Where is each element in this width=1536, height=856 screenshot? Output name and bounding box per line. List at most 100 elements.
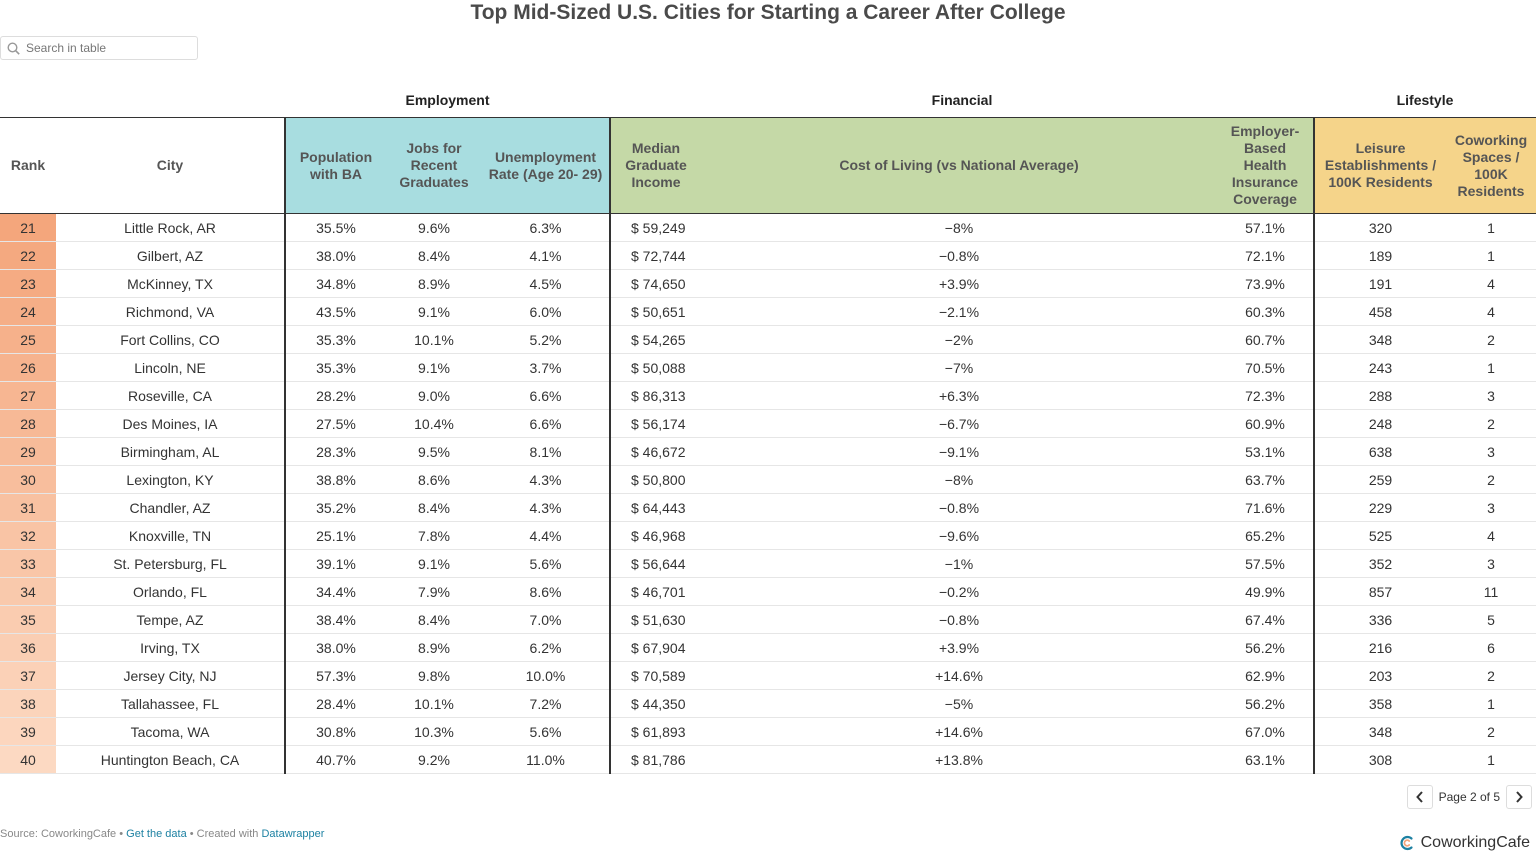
header-rank[interactable]: Rank <box>0 117 56 214</box>
leisure-cell: 259 <box>1313 465 1446 494</box>
cost-of-living-cell: −9.1% <box>701 437 1217 466</box>
city-cell: Des Moines, IA <box>56 409 285 438</box>
header-coworking[interactable]: Coworking Spaces / 100K Residents <box>1446 117 1536 214</box>
income-cell: $ 81,786 <box>609 745 701 774</box>
next-page-button[interactable] <box>1506 785 1532 809</box>
city-cell: Richmond, VA <box>56 297 285 326</box>
rank-cell: 30 <box>0 465 56 494</box>
cost-of-living-cell: +13.8% <box>701 745 1217 774</box>
population-cell: 35.5% <box>284 213 386 242</box>
unemployment-cell: 6.6% <box>482 409 610 438</box>
header-insurance[interactable]: Employer-Based Health Insurance Coverage <box>1217 117 1314 214</box>
insurance-cell: 62.9% <box>1217 661 1314 690</box>
insurance-cell: 56.2% <box>1217 633 1314 662</box>
cost-of-living-cell: +3.9% <box>701 633 1217 662</box>
search-box[interactable]: Search in table <box>0 36 198 60</box>
income-cell: $ 46,701 <box>609 577 701 606</box>
population-cell: 27.5% <box>284 409 386 438</box>
cost-of-living-cell: −2% <box>701 325 1217 354</box>
chevron-right-icon <box>1516 791 1523 803</box>
city-cell: Irving, TX <box>56 633 285 662</box>
get-data-link[interactable]: Get the data <box>126 828 187 840</box>
cost-of-living-cell: +14.6% <box>701 661 1217 690</box>
coworking-cell: 1 <box>1446 353 1536 382</box>
unemployment-cell: 7.2% <box>482 689 610 718</box>
datawrapper-link[interactable]: Datawrapper <box>261 828 325 840</box>
header-jobs[interactable]: Jobs for Recent Graduates <box>386 117 482 214</box>
insurance-cell: 73.9% <box>1217 269 1314 298</box>
jobs-cell: 8.4% <box>386 493 482 522</box>
cost-of-living-cell: +14.6% <box>701 717 1217 746</box>
coworking-cell: 2 <box>1446 409 1536 438</box>
page-indicator: Page 2 of 5 <box>1438 790 1500 804</box>
income-cell: $ 74,650 <box>609 269 701 298</box>
income-cell: $ 70,589 <box>609 661 701 690</box>
table-row: 30 Lexington, KY 38.8% 8.6% 4.3% $ 50,800 −8% 6… <box>0 465 1536 494</box>
city-cell: Tempe, AZ <box>56 605 285 634</box>
leisure-cell: 288 <box>1313 381 1446 410</box>
income-cell: $ 56,644 <box>609 549 701 578</box>
unemployment-cell: 5.6% <box>482 717 610 746</box>
income-cell: $ 50,088 <box>609 353 701 382</box>
insurance-cell: 70.5% <box>1217 353 1314 382</box>
table-row: 22 Gilbert, AZ 38.0% 8.4% 4.1% $ 72,744 −0.8% 7… <box>0 241 1536 270</box>
rank-cell: 27 <box>0 381 56 410</box>
rank-cell: 35 <box>0 605 56 634</box>
header-leisure[interactable]: Leisure Establishments / 100K Residents <box>1313 117 1446 214</box>
unemployment-cell: 6.2% <box>482 633 610 662</box>
unemployment-cell: 6.6% <box>482 381 610 410</box>
table-row: 28 Des Moines, IA 27.5% 10.4% 6.6% $ 56,174 −6… <box>0 409 1536 438</box>
header-unemployment[interactable]: Unemployment Rate (Age 20- 29) <box>482 117 610 214</box>
coworking-cell: 4 <box>1446 269 1536 298</box>
header-income[interactable]: Median Graduate Income <box>609 117 701 214</box>
population-cell: 28.2% <box>284 381 386 410</box>
coworking-cell: 4 <box>1446 297 1536 326</box>
leisure-cell: 638 <box>1313 437 1446 466</box>
income-cell: $ 59,249 <box>609 213 701 242</box>
table-row: 33 St. Petersburg, FL 39.1% 9.1% 5.6% $ 56,64… <box>0 549 1536 578</box>
rank-cell: 29 <box>0 437 56 466</box>
jobs-cell: 7.9% <box>386 577 482 606</box>
group-lifestyle: Lifestyle <box>1396 92 1454 108</box>
coworking-cell: 3 <box>1446 493 1536 522</box>
population-cell: 38.0% <box>284 633 386 662</box>
population-cell: 35.2% <box>284 493 386 522</box>
insurance-cell: 60.7% <box>1217 325 1314 354</box>
header-city[interactable]: City <box>56 117 285 214</box>
table-body: 21 Little Rock, AR 35.5% 9.6% 6.3% $ 59,249 −8… <box>0 213 1536 774</box>
jobs-cell: 10.1% <box>386 325 482 354</box>
header-cost-of-living[interactable]: Cost of Living (vs National Average) <box>701 117 1217 214</box>
leisure-cell: 358 <box>1313 689 1446 718</box>
city-cell: Birmingham, AL <box>56 437 285 466</box>
cost-of-living-cell: −7% <box>701 353 1217 382</box>
jobs-cell: 9.8% <box>386 661 482 690</box>
coworking-cell: 1 <box>1446 689 1536 718</box>
coworking-cell: 4 <box>1446 521 1536 550</box>
jobs-cell: 8.6% <box>386 465 482 494</box>
city-cell: Gilbert, AZ <box>56 241 285 270</box>
income-cell: $ 54,265 <box>609 325 701 354</box>
search-input[interactable]: Search in table <box>26 41 107 55</box>
source-note: Source: CoworkingCafe • Get the data • C… <box>0 828 324 840</box>
population-cell: 35.3% <box>284 325 386 354</box>
rank-cell: 37 <box>0 661 56 690</box>
unemployment-cell: 8.6% <box>482 577 610 606</box>
rank-cell: 26 <box>0 353 56 382</box>
chevron-left-icon <box>1415 791 1423 803</box>
rank-cell: 22 <box>0 241 56 270</box>
jobs-cell: 9.0% <box>386 381 482 410</box>
prev-page-button[interactable] <box>1406 785 1433 809</box>
rank-cell: 28 <box>0 409 56 438</box>
coworking-cell: 3 <box>1446 381 1536 410</box>
city-cell: Tacoma, WA <box>56 717 285 746</box>
header-row: Rank City Population with BA Jobs for Re… <box>0 117 1536 214</box>
leisure-cell: 857 <box>1313 577 1446 606</box>
income-cell: $ 44,350 <box>609 689 701 718</box>
population-cell: 38.8% <box>284 465 386 494</box>
header-population[interactable]: Population with BA <box>284 117 386 214</box>
column-groups: Employment Financial Lifestyle <box>0 90 1536 110</box>
insurance-cell: 65.2% <box>1217 521 1314 550</box>
population-cell: 57.3% <box>284 661 386 690</box>
cost-of-living-cell: −9.6% <box>701 521 1217 550</box>
city-cell: Knoxville, TN <box>56 521 285 550</box>
